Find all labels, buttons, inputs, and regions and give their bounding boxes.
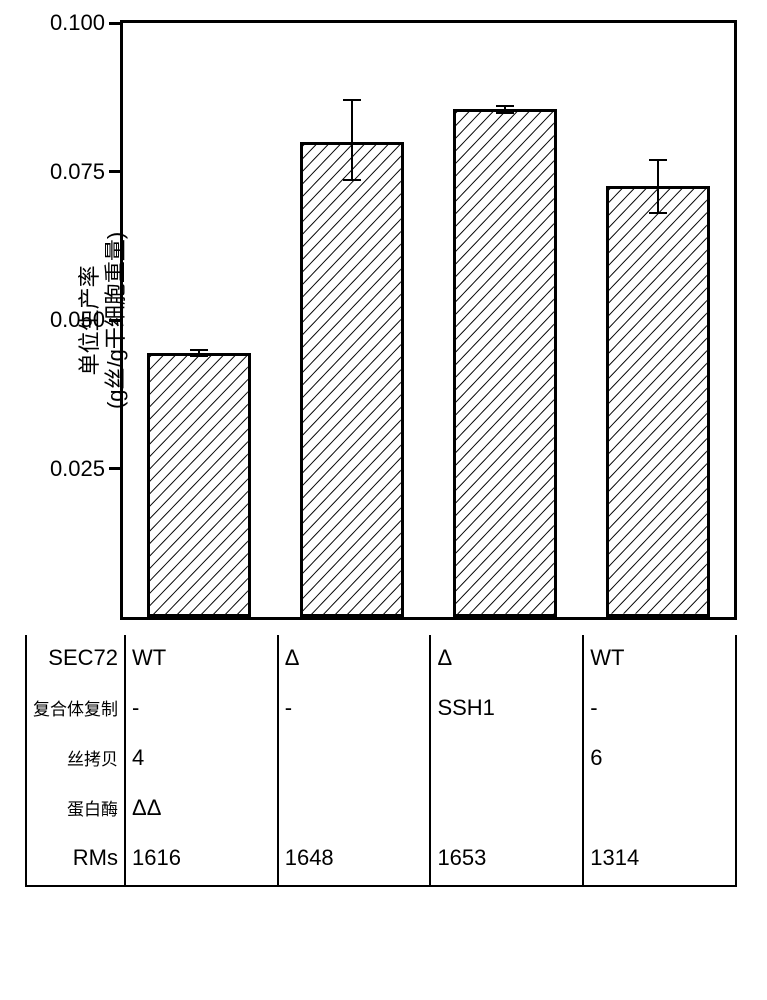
bar [300,142,404,617]
table-cell: - [583,685,736,735]
error-bar [351,100,353,180]
error-cap-upper [190,349,208,351]
table-cell: WT [125,635,278,685]
plot-area: 0.0250.0500.0750.100 [120,20,737,620]
error-cap-upper [496,105,514,107]
error-cap-lower [190,355,208,357]
annotation-table: SEC72WTΔΔWT复合体复制--SSH1-丝拷贝46蛋白酶ΔΔRMs1616… [25,635,737,887]
row-label: SEC72 [26,635,125,685]
y-tick-label: 0.050 [50,307,123,333]
category-table: SEC72WTΔΔWT复合体复制--SSH1-丝拷贝46蛋白酶ΔΔRMs1616… [25,635,737,887]
bar [147,353,251,617]
table-cell [430,735,583,785]
table-cell: 6 [583,735,736,785]
table-cell [583,785,736,835]
row-label: 复合体复制 [26,685,125,735]
table-cell: SSH1 [430,685,583,735]
row-label: 丝拷贝 [26,735,125,785]
table-cell [278,735,431,785]
row-label: RMs [26,835,125,886]
table-row: RMs1616164816531314 [26,835,736,886]
table-cell [278,785,431,835]
error-cap-lower [496,112,514,114]
table-cell [430,785,583,835]
y-tick-label: 0.075 [50,159,123,185]
table-cell: WT [583,635,736,685]
table-cell: 1616 [125,835,278,886]
table-cell: - [125,685,278,735]
plot-inner [123,23,734,617]
error-cap-lower [649,212,667,214]
error-cap-upper [343,99,361,101]
table-cell: 1653 [430,835,583,886]
table-row: 复合体复制--SSH1- [26,685,736,735]
table-cell: Δ [430,635,583,685]
table-cell: 1314 [583,835,736,886]
table-cell: Δ [278,635,431,685]
y-tick-label: 0.100 [50,10,123,36]
y-tick-label: 0.025 [50,456,123,482]
table-row: 丝拷贝4 6 [26,735,736,785]
error-cap-lower [343,179,361,181]
row-label: 蛋白酶 [26,785,125,835]
error-cap-upper [649,159,667,161]
table-cell: 1648 [278,835,431,886]
table-row: 蛋白酶ΔΔ [26,785,736,835]
table-cell: 4 [125,735,278,785]
bar [453,109,557,617]
error-bar [657,160,659,213]
table-row: SEC72WTΔΔWT [26,635,736,685]
bar [606,186,710,617]
table-cell: - [278,685,431,735]
table-cell: ΔΔ [125,785,278,835]
